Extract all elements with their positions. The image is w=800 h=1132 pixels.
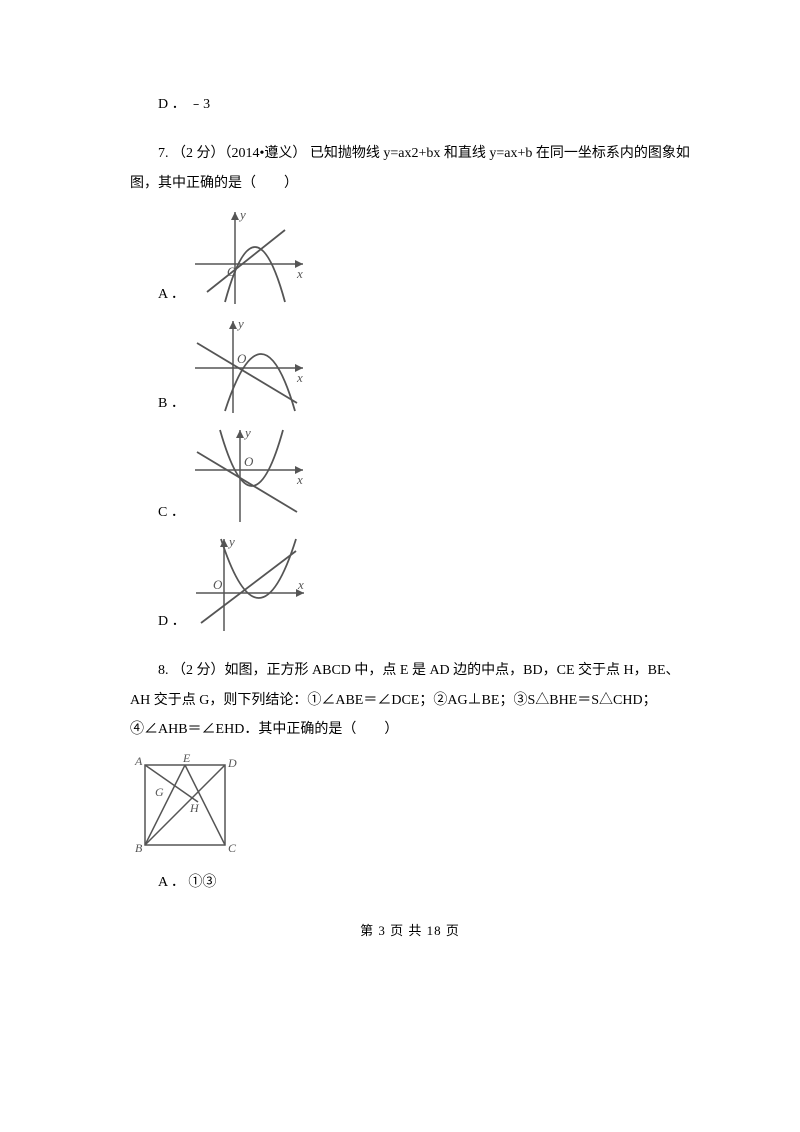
svg-text:G: G	[155, 785, 164, 799]
q8-stem: 8. （2 分）如图，正方形 ABCD 中，点 E 是 AD 边的中点，BD，C…	[130, 656, 690, 744]
svg-text:D: D	[227, 756, 237, 770]
svg-text:O: O	[213, 577, 223, 592]
svg-text:x: x	[296, 472, 303, 487]
page-content: D ． ﹣3 7. （2 分）（2014•遵义） 已知抛物线 y=ax2+bx …	[0, 0, 800, 979]
q6-option-d: D ． ﹣3	[130, 90, 690, 119]
q7-option-a: A ． O y x	[130, 204, 690, 309]
svg-text:E: E	[182, 751, 191, 765]
q8-diagram: A E D B C G H	[130, 750, 690, 860]
q7-optC-label: C ．	[130, 498, 185, 527]
svg-text:y: y	[238, 207, 246, 222]
q7-optB-label: B ．	[130, 389, 185, 418]
svg-text:A: A	[134, 754, 143, 768]
svg-text:H: H	[189, 801, 200, 815]
svg-text:y: y	[243, 425, 251, 440]
svg-text:x: x	[296, 370, 303, 385]
svg-text:y: y	[227, 534, 235, 549]
svg-text:C: C	[228, 841, 237, 855]
q8-option-a: A ． ①③	[130, 868, 690, 897]
q7-optA-label: A ．	[130, 280, 185, 309]
svg-text:x: x	[297, 577, 304, 592]
q7-stem: 7. （2 分）（2014•遵义） 已知抛物线 y=ax2+bx 和直线 y=a…	[130, 139, 690, 198]
svg-text:O: O	[244, 454, 254, 469]
q7-graph-d: O y x	[186, 531, 316, 636]
q7-optD-label: D ．	[130, 607, 186, 636]
svg-text:x: x	[296, 266, 303, 281]
q7-graph-b: O y x	[185, 313, 315, 418]
q7-graph-c: O y x	[185, 422, 315, 527]
q7-option-b: B ． O y x	[130, 313, 690, 418]
page-footer: 第 3 页 共 18 页	[130, 920, 690, 939]
q7-option-d: D ． O y x	[130, 531, 690, 636]
q7-option-c: C ． O y x	[130, 422, 690, 527]
svg-text:y: y	[236, 316, 244, 331]
svg-text:B: B	[135, 841, 143, 855]
q7-graph-a: O y x	[185, 204, 315, 309]
